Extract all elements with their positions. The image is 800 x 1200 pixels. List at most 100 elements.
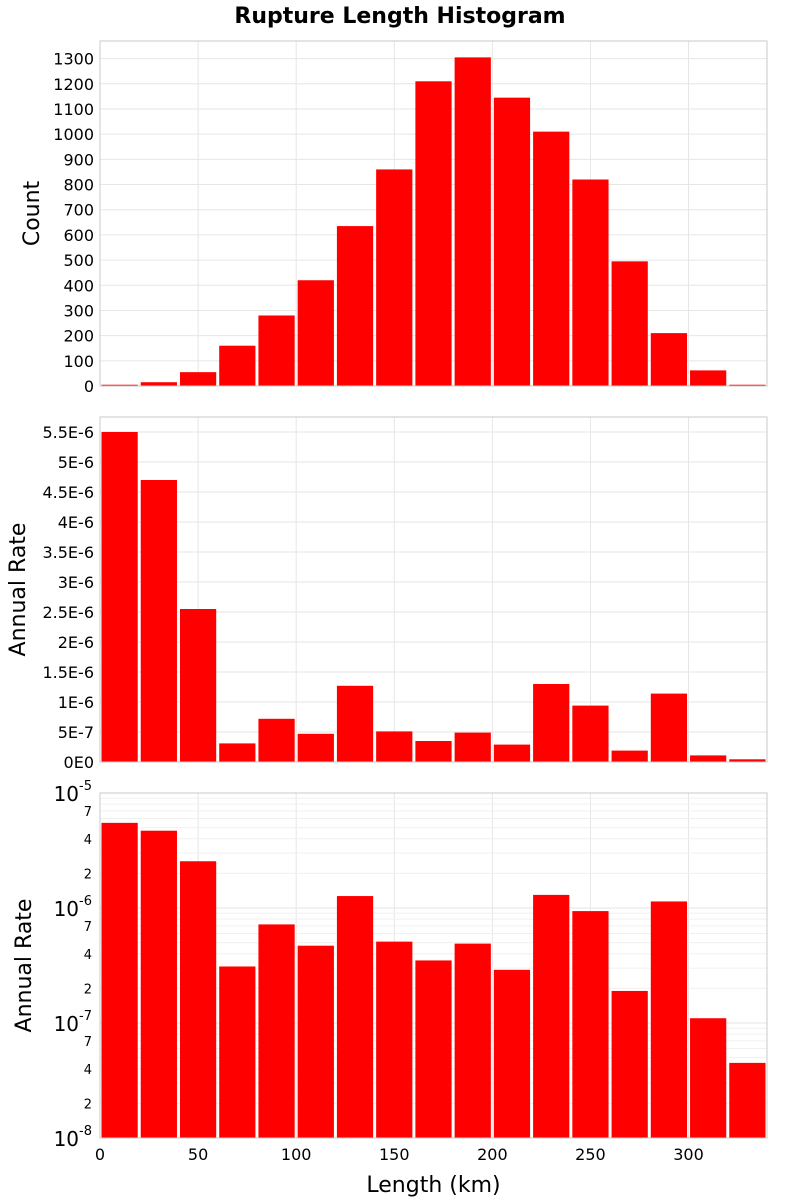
y-tick-label: 400 [63,276,94,295]
histogram-bar [729,759,766,762]
histogram-bar [650,693,688,762]
histogram-bar [454,943,491,1138]
y-tick-label: 300 [63,301,94,320]
y-axis-label: Count [20,180,45,246]
y-minor-tick-label: 4 [84,833,92,848]
y-tick-label: 2.5E-6 [42,603,94,622]
histogram-bar [611,990,648,1138]
histogram-bar [179,609,217,762]
histogram-bar [101,822,138,1138]
histogram-bar [611,261,648,386]
x-tick-label: 200 [477,1145,508,1164]
y-tick-label: 600 [63,226,94,245]
y-minor-tick-label: 7 [84,805,92,820]
y-axis-label: Annual Rate [12,899,37,1033]
panel-3: 10-5 10-6 10-7 10-8 7 4 2 7 4 2 7 4 2 0 50 100 150 200 250… [12,779,768,1198]
panel-2: 0E0 5E-7 1E-6 1.5E-6 2E-6 2.5E-6 3E-6 3.5E-6 4E-… [6,416,768,772]
y-tick-label: 4E-6 [58,513,94,532]
panel-2-bars [101,432,766,762]
y-tick-label: 5E-6 [58,453,94,472]
plot-frame [99,416,768,763]
histogram-bar [376,941,413,1138]
histogram-bar [179,861,217,1138]
y-minor-tick-label: 2 [84,982,92,997]
histogram-bar [140,480,177,762]
plot-frame [99,792,768,1139]
x-tick-label: 0 [95,1145,105,1164]
y-tick-label: 700 [63,201,94,220]
histogram-bar [690,370,727,386]
histogram-bar [336,896,374,1138]
x-tick-label: 150 [379,1145,410,1164]
panel-3-bars [101,822,766,1138]
y-tick-label: 1.5E-6 [42,663,94,682]
y-tick-label: 1E-6 [58,693,94,712]
histogram-bar [415,741,452,762]
histogram-bar [454,732,491,762]
y-tick-label: 1300 [53,50,94,69]
x-tick-label: 300 [673,1145,704,1164]
histogram-bar [611,750,648,762]
histogram-bar [415,81,452,387]
histogram-bar [140,830,177,1138]
plot-frame [99,40,768,387]
y-tick-label: 100 [63,352,94,371]
histogram-bar [650,901,688,1138]
y-tick-label: 5E-7 [58,723,94,742]
histogram-bar [572,911,609,1138]
y-tick-label: 10-5 [54,779,92,806]
histogram-bar [650,333,688,386]
x-tick-label: 250 [575,1145,606,1164]
histogram-bar [572,179,609,386]
histogram-bar [297,945,334,1138]
histogram-bar [297,280,334,386]
histogram-bar [572,705,609,762]
y-tick-label: 900 [63,150,94,169]
histogram-bar [258,924,295,1138]
y-minor-tick-label: 4 [84,1063,92,1078]
histogram-bar [219,743,256,762]
y-tick-label: 10-8 [54,1124,92,1151]
histogram-bar [690,1018,727,1138]
x-tick-label: 50 [188,1145,208,1164]
chart-title: Rupture Length Histogram [234,4,565,29]
histogram-bar [376,169,413,386]
histogram-bar [493,969,531,1138]
y-minor-tick-label: 7 [84,1035,92,1050]
histogram-bar [101,432,138,762]
histogram-bar [297,733,334,762]
y-tick-label: 5.5E-6 [42,423,94,442]
y-tick-label: 0 [84,377,94,396]
panel-3-y-ticks: 10-5 10-6 10-7 10-8 7 4 2 7 4 2 7 4 2 [54,779,92,1151]
y-tick-label: 800 [63,176,94,195]
histogram-bar [376,731,413,762]
y-minor-tick-label: 2 [84,1097,92,1112]
y-tick-label: 0E0 [64,753,94,772]
histogram-bar [258,315,295,386]
y-minor-tick-label: 2 [84,867,92,882]
panel-3-x-ticks: 0 50 100 150 200 250 300 [95,1145,704,1164]
y-tick-label: 10-6 [54,894,92,921]
y-minor-tick-label: 4 [84,948,92,963]
y-tick-label: 1000 [53,125,94,144]
histogram-bar [729,384,766,386]
panel-2-y-ticks: 0E0 5E-7 1E-6 1.5E-6 2E-6 2.5E-6 3E-6 3.5E-6 4E-… [42,423,94,772]
y-tick-label: 200 [63,327,94,346]
histogram-bar [729,1062,766,1138]
histogram-bar [101,384,138,386]
y-tick-label: 4.5E-6 [42,483,94,502]
histogram-bar [219,345,256,386]
histogram-bar [493,97,531,386]
histogram-bar [415,960,452,1138]
y-minor-tick-label: 7 [84,920,92,935]
x-tick-label: 100 [281,1145,312,1164]
histogram-bar [179,372,217,386]
histogram-bar [336,226,374,386]
histogram-bar [533,894,570,1138]
y-tick-label: 500 [63,251,94,270]
x-axis-label: Length (km) [366,1173,500,1198]
histogram-bar [336,685,374,762]
panel-1-bars [101,57,766,387]
y-axis-label: Annual Rate [6,523,31,657]
y-tick-label: 1100 [53,100,94,119]
